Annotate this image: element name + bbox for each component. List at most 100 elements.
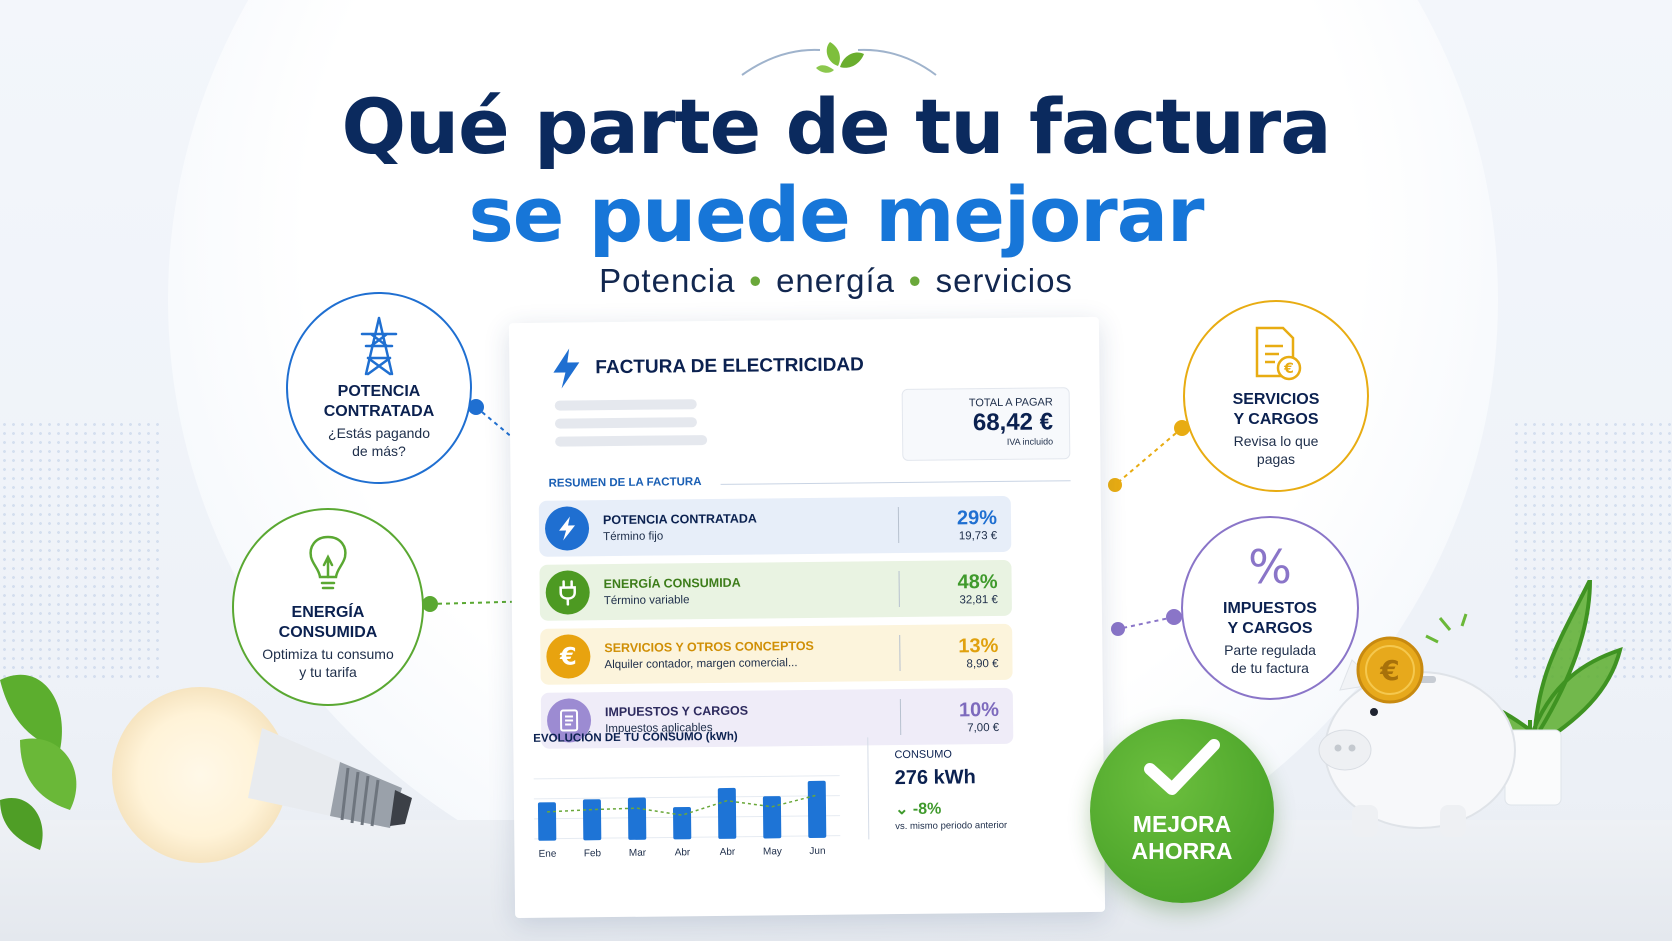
document-icon <box>546 698 592 743</box>
bill-header: FACTURA DE ELECTRICIDAD <box>549 343 864 390</box>
chart-tick-label: Mar <box>629 848 647 859</box>
lightning-icon <box>553 348 580 389</box>
row-amount: 8,90 € <box>966 657 999 670</box>
grid-line <box>533 775 840 780</box>
summary-label: RESUMEN DE LA FACTURA <box>548 476 702 490</box>
chart-tick-label: Abr <box>720 847 736 858</box>
grid-line <box>533 795 840 800</box>
row-percent: 29% <box>956 506 998 529</box>
row-name: ENERGÍA CONSUMIDA <box>603 575 741 592</box>
chart-bar <box>627 797 647 840</box>
bubble-servicios: € SERVICIOS Y CARGOS Revisa lo que pagas <box>1183 300 1369 492</box>
divider <box>897 507 900 544</box>
change-value-text: -8% <box>912 800 942 818</box>
subtitle-item-energia: energía <box>776 262 895 299</box>
row-amount: 7,00 € <box>967 721 1000 734</box>
chart-bar <box>582 799 602 841</box>
badge-line-1: MEJORA <box>1132 811 1232 837</box>
subtitle-item-potencia: Potencia <box>599 262 736 299</box>
consumption-value: 276 kWh <box>894 766 976 790</box>
chart-tick-label: Ene <box>539 849 557 860</box>
subtitle-separator: • <box>749 262 763 299</box>
bubble-title: POTENCIA CONTRATADA <box>323 383 435 420</box>
bubble-desc: Revisa lo que pagas <box>1233 433 1319 467</box>
dot-pattern-right <box>1512 420 1672 680</box>
row-amount: 19,73 € <box>958 529 998 542</box>
euro-icon: € <box>546 634 591 679</box>
evolution-label: EVOLUCIÓN DE TU CONSUMO (kWh) <box>533 730 738 745</box>
consumption-chart: Ene Feb Mar Abr Abr May Jun <box>533 775 841 860</box>
badge-line-2: AHORRA <box>1131 838 1233 864</box>
bubble-impuestos: % IMPUESTOS Y CARGOS Parte regulada de t… <box>1181 516 1359 700</box>
total-box: TOTAL A PAGAR 68,42 € IVA incluido <box>901 387 1071 461</box>
row-amount: 32,81 € <box>959 593 998 606</box>
bill-row-servicios: € SERVICIOS Y OTROS CONCEPTOS Alquiler co… <box>540 623 1013 685</box>
total-value: 68,42 € <box>972 408 1054 437</box>
divider <box>898 571 900 608</box>
bubble-title: SERVICIOS Y CARGOS <box>1232 391 1320 428</box>
bubble-title: ENERGÍA CONSUMIDA <box>278 604 378 641</box>
headline-line-1: Qué parte de tu factura <box>341 82 1331 171</box>
coin-symbol: € <box>1379 654 1399 687</box>
divider <box>899 635 901 672</box>
divider <box>899 699 902 736</box>
change-note: vs. mismo periodo anterior <box>895 819 1008 833</box>
plug-icon <box>545 570 590 615</box>
subtitle: Potencia • energía • servicios <box>0 262 1672 300</box>
bill-row-energia: ENERGÍA CONSUMIDA Término variable 48% 32,… <box>539 559 1012 621</box>
power-tower-icon <box>360 316 398 376</box>
checkmark-icon <box>1144 739 1220 795</box>
mejora-ahorra-badge: MEJORA AHORRA <box>1090 719 1274 903</box>
row-name: SERVICIOS Y OTROS CONCEPTOS <box>604 638 814 656</box>
bubble-energia: ENERGÍA CONSUMIDA Optimiza tu consumo y … <box>232 508 424 706</box>
headline-line-2: se puede mejorar <box>468 170 1205 259</box>
leaf-icon <box>741 42 937 76</box>
chart-bar <box>537 802 557 841</box>
svg-text:€: € <box>1283 361 1294 377</box>
percent-icon: % <box>1248 540 1292 593</box>
chart-bar <box>717 787 737 839</box>
placeholder-line <box>554 399 697 411</box>
divider <box>720 480 1071 485</box>
bubble-desc: ¿Estás pagando de más? <box>328 425 430 459</box>
subtitle-item-servicios: servicios <box>935 262 1073 299</box>
subtitle-separator: • <box>909 262 922 299</box>
row-desc: Término variable <box>603 594 690 608</box>
chart-tick-label: Feb <box>584 848 602 859</box>
row-name: POTENCIA CONTRATADA <box>602 511 757 528</box>
row-desc: Término fijo <box>603 530 664 544</box>
chart-tick-label: May <box>763 846 782 857</box>
chart-bar <box>762 796 782 839</box>
total-note: IVA incluido <box>1006 436 1054 447</box>
electricity-bill: FACTURA DE ELECTRICIDAD TOTAL A PAGAR 68… <box>508 316 1106 919</box>
bubble-desc: Parte regulada de tu factura <box>1224 642 1316 676</box>
change-value: ⌄ -8% <box>895 799 942 819</box>
lightbulb-icon <box>309 535 347 590</box>
row-desc: Alquiler contador, margen comercial... <box>604 657 798 672</box>
chart-tick-label: Abr <box>675 847 691 858</box>
invoice-euro-icon: € <box>1255 326 1302 381</box>
bubble-potencia: POTENCIA CONTRATADA ¿Estás pagando de má… <box>286 292 472 484</box>
bubble-title: IMPUESTOS Y CARGOS <box>1223 600 1317 637</box>
piggy-bank-image: € <box>1318 580 1623 837</box>
lightning-icon <box>544 506 590 551</box>
row-percent: 10% <box>958 698 1000 721</box>
bill-title: FACTURA DE ELECTRICIDAD <box>595 354 864 379</box>
placeholder-line <box>554 417 698 429</box>
consumption-label: CONSUMO <box>894 748 952 762</box>
row-percent: 13% <box>958 634 999 657</box>
consumption-box: CONSUMO 276 kWh ⌄ -8% vs. mismo periodo … <box>867 735 1029 840</box>
bubble-desc: Optimiza tu consumo y tu tarifa <box>262 646 394 680</box>
trend-line <box>546 794 818 816</box>
chart-bar <box>807 780 827 838</box>
row-name: IMPUESTOS Y CARGOS <box>604 703 749 720</box>
bill-row-impuestos: IMPUESTOS Y CARGOS Impuestos aplicables 1… <box>540 687 1014 749</box>
chevron-down-icon: ⌄ <box>894 800 913 819</box>
placeholder-line <box>555 435 708 447</box>
svg-text:%: % <box>1248 540 1292 593</box>
chart-bar <box>672 807 692 840</box>
chart-tick-label: Jun <box>809 846 825 857</box>
bill-row-potencia: POTENCIA CONTRATADA Término fijo 29% 19,73… <box>538 495 1012 557</box>
light-bulb-image <box>0 674 412 863</box>
row-percent: 48% <box>957 570 998 593</box>
